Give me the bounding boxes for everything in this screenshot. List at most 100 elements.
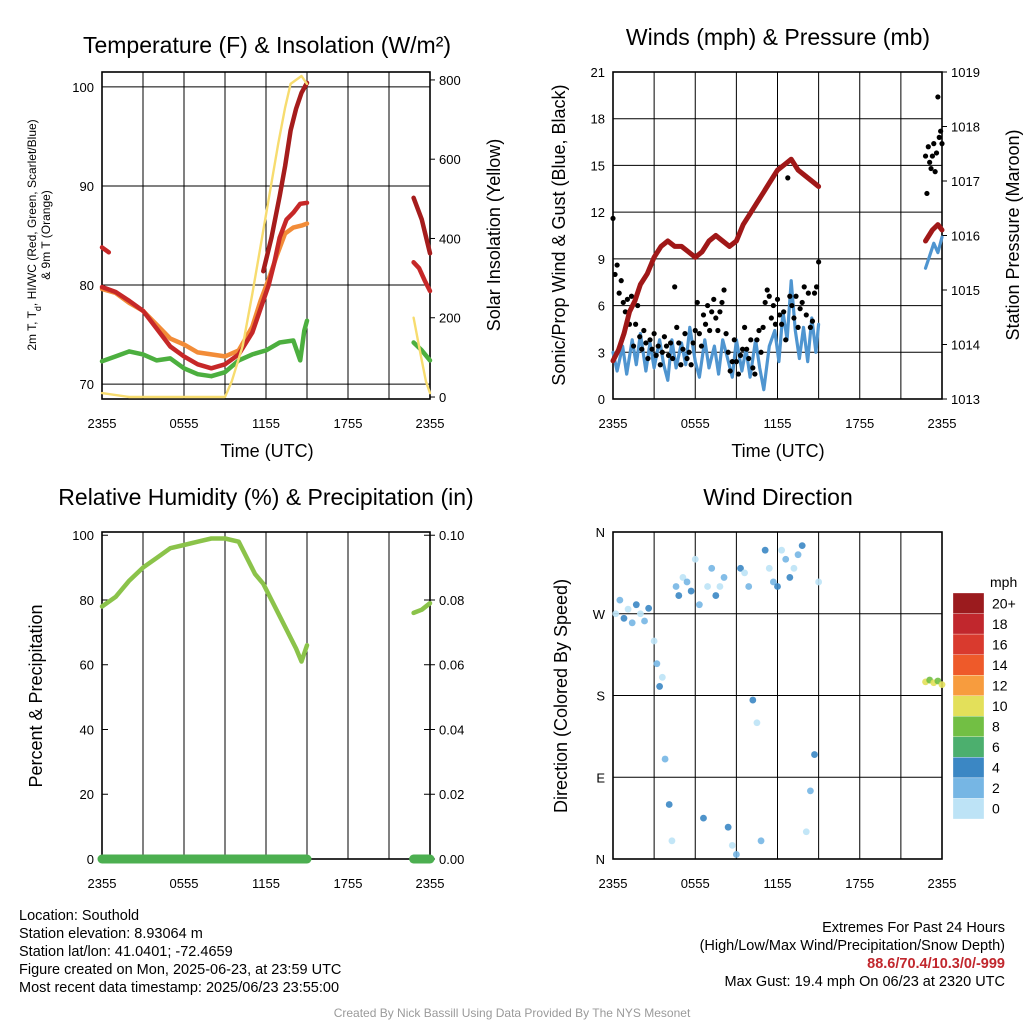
- direction-plot-area: N E S W N 2355 0555 1155 1755 2355: [593, 525, 957, 891]
- direction-point: [753, 719, 761, 727]
- gust-point: [678, 362, 684, 368]
- humidity-xtick-label: 2355: [416, 876, 445, 891]
- humidity-panel-title: Relative Humidity (%) & Precipitation (i…: [58, 484, 473, 510]
- gust-point: [925, 144, 931, 150]
- winds-y2tick-label: 1016: [951, 229, 980, 244]
- humidity-ytick-label: 80: [80, 593, 94, 608]
- colorbar-label: 6: [992, 739, 1000, 755]
- gust-point: [616, 290, 622, 296]
- temperature-plot-area: 70 80 90 100 0 200 400 600 800 2355 0555 1155 1755 23…: [72, 71, 461, 431]
- station-elevation: Station elevation: 8.93064 m: [19, 926, 203, 942]
- temperature-y2tick-label: 600: [439, 152, 461, 167]
- direction-point: [679, 574, 687, 581]
- credit-line: Created By Nick Bassill Using Data Provi…: [333, 1006, 691, 1020]
- gust-point: [721, 287, 727, 293]
- direction-point: [794, 551, 802, 559]
- humidity-xtick-label: 2355: [88, 876, 117, 891]
- direction-point: [708, 564, 716, 572]
- extremes-info: Extremes For Past 24 Hours (High/Low/Max…: [700, 919, 1005, 991]
- gust-point: [717, 309, 723, 315]
- gust-point: [793, 293, 799, 299]
- temperature-border: [101, 71, 431, 400]
- direction-point: [811, 751, 818, 758]
- temperature-y2tick-label: 400: [439, 231, 461, 246]
- gust-point: [647, 337, 653, 343]
- direction-point: [650, 637, 658, 645]
- colorbar-swatch: [952, 613, 985, 635]
- gust-point: [809, 318, 816, 324]
- direction-point: [798, 542, 806, 550]
- gust-point: [939, 141, 945, 147]
- winds-ytick-label: 3: [598, 345, 605, 360]
- direction-point: [672, 583, 680, 590]
- humidity-xtick-label: 1155: [252, 876, 280, 891]
- gust-point: [928, 165, 934, 172]
- colorbar-label: 2: [992, 780, 1000, 796]
- humidity-y2tick-label: 0.04: [439, 722, 464, 737]
- gust-point: [686, 349, 692, 355]
- gust-point: [936, 134, 942, 140]
- winds-y2tick-label: 1015: [951, 283, 980, 298]
- colorbar-swatch: [952, 633, 985, 655]
- colorbar-swatch: [952, 592, 985, 614]
- gust-point: [750, 365, 756, 371]
- direction-point: [728, 841, 736, 849]
- colorbar-swatch: [952, 695, 985, 717]
- winds-ytick-label: 21: [591, 65, 605, 80]
- direction-xtick-label: 1155: [764, 876, 792, 891]
- direction-point: [761, 546, 769, 554]
- colorbar-label: 18: [992, 616, 1008, 632]
- wind-speed-line: [923, 235, 944, 270]
- humidity-ytick-label: 100: [72, 528, 94, 543]
- insolation-line: [100, 74, 309, 399]
- winds-pressure-panel: Winds (mph) & Pressure (mb) 0 3 6 9 12 15 18 21…: [549, 24, 1023, 461]
- direction-point: [807, 787, 814, 795]
- gust-point: [766, 293, 772, 299]
- winds-xtick-label: 1755: [845, 416, 874, 431]
- gust-point: [635, 302, 641, 309]
- gust-point: [764, 287, 770, 293]
- temperature-xtick-label: 1755: [334, 416, 363, 431]
- winds-xtick-label: 2355: [928, 416, 957, 431]
- insolation-y2-axis-label: Solar Insolation (Yellow): [484, 139, 504, 331]
- winds-ytick-label: 12: [591, 205, 605, 220]
- colorbar-label: 0: [992, 801, 1000, 817]
- gust-point: [813, 284, 820, 290]
- winds-xtick-label: 1155: [764, 416, 792, 431]
- colorbar-swatch: [952, 757, 985, 779]
- gust-point: [633, 321, 639, 327]
- gust-point: [783, 337, 789, 343]
- gust-point: [795, 324, 801, 330]
- humidity-xtick-label: 1755: [334, 876, 363, 891]
- gust-point: [620, 299, 626, 306]
- wind-direction-panel: Wind Direction N E S W N 2355 0555 1155 1755 2355…: [551, 484, 1017, 891]
- gust-point: [702, 321, 709, 327]
- gust-point: [696, 331, 702, 337]
- direction-point: [620, 614, 628, 622]
- direction-point: [700, 814, 707, 822]
- direction-ytick-label: E: [596, 770, 605, 785]
- winds-xtick-label: 2355: [599, 416, 628, 431]
- gust-point: [742, 324, 748, 330]
- gust-point: [680, 346, 686, 352]
- temperature-ytick-label: 100: [72, 80, 94, 95]
- gust-point: [713, 315, 719, 321]
- direction-point: [632, 601, 640, 609]
- gust-point: [694, 299, 700, 306]
- temperature-insolation-panel: Temperature (F) & Insolation (W/m²) 70 80…: [25, 32, 504, 461]
- winds-y-axis-label: Sonic/Prop Wind & Gust (Blue, Black): [549, 84, 569, 385]
- gust-point: [649, 346, 655, 352]
- gust-point: [789, 302, 795, 309]
- temperature-y2tick-label: 200: [439, 311, 461, 326]
- direction-point: [765, 564, 773, 572]
- heat-index-line: [411, 195, 433, 256]
- direction-point: [656, 683, 664, 690]
- gust-point: [931, 141, 937, 147]
- colorbar-label: 16: [992, 636, 1008, 652]
- humidity-ytick-label: 40: [80, 722, 94, 737]
- gust-point: [779, 321, 785, 327]
- temperature-2m-line: [99, 245, 112, 255]
- gust-point: [774, 296, 781, 302]
- direction-point: [716, 583, 724, 590]
- direction-point: [668, 837, 676, 845]
